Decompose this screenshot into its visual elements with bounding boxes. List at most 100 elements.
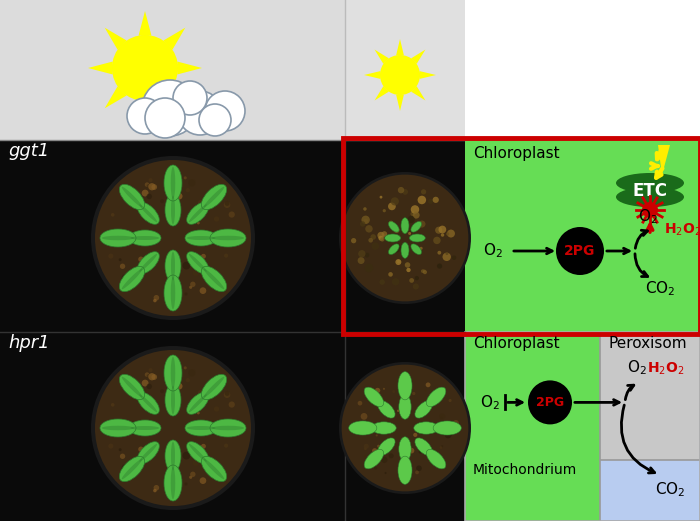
Ellipse shape <box>119 456 145 481</box>
Circle shape <box>411 205 419 214</box>
Circle shape <box>383 209 386 212</box>
Circle shape <box>201 444 206 449</box>
Circle shape <box>145 373 149 377</box>
Ellipse shape <box>100 229 136 247</box>
Circle shape <box>190 472 195 477</box>
Ellipse shape <box>210 229 246 247</box>
Circle shape <box>112 35 178 101</box>
Circle shape <box>365 264 373 272</box>
Circle shape <box>361 216 370 224</box>
Circle shape <box>433 197 439 203</box>
Ellipse shape <box>122 187 142 207</box>
Circle shape <box>375 388 380 393</box>
Text: O$_2$: O$_2$ <box>638 207 658 226</box>
Circle shape <box>419 426 426 432</box>
Circle shape <box>224 391 230 398</box>
Ellipse shape <box>349 421 377 435</box>
Text: Mitochondrium: Mitochondrium <box>473 463 578 477</box>
Circle shape <box>193 460 199 466</box>
Ellipse shape <box>414 422 438 434</box>
Circle shape <box>111 213 115 217</box>
Circle shape <box>119 258 122 261</box>
Circle shape <box>183 452 190 460</box>
Circle shape <box>145 182 149 187</box>
Ellipse shape <box>410 234 425 242</box>
Bar <box>465 140 700 332</box>
Ellipse shape <box>415 438 433 455</box>
Circle shape <box>160 199 164 203</box>
Circle shape <box>206 425 211 429</box>
Circle shape <box>205 91 245 131</box>
Circle shape <box>413 433 417 437</box>
Ellipse shape <box>137 252 160 274</box>
Circle shape <box>91 156 255 320</box>
Circle shape <box>139 257 143 262</box>
Ellipse shape <box>131 426 160 430</box>
Text: Peroxisom: Peroxisom <box>608 336 687 351</box>
Bar <box>600 460 700 521</box>
Polygon shape <box>411 49 426 64</box>
Polygon shape <box>374 86 389 101</box>
Ellipse shape <box>171 386 175 414</box>
Circle shape <box>407 216 415 223</box>
Circle shape <box>153 253 158 258</box>
Circle shape <box>190 282 195 287</box>
Circle shape <box>379 235 384 241</box>
Circle shape <box>398 187 404 193</box>
Circle shape <box>409 448 414 453</box>
Circle shape <box>176 193 183 200</box>
Circle shape <box>392 390 396 393</box>
Circle shape <box>423 269 426 272</box>
Ellipse shape <box>165 194 181 226</box>
Circle shape <box>351 238 356 243</box>
Circle shape <box>213 473 218 478</box>
Circle shape <box>164 463 169 468</box>
Polygon shape <box>411 86 426 101</box>
Ellipse shape <box>171 277 175 309</box>
Text: hpr1: hpr1 <box>8 334 50 352</box>
Circle shape <box>148 373 155 380</box>
Circle shape <box>380 55 420 95</box>
Circle shape <box>229 402 234 407</box>
Ellipse shape <box>165 384 181 416</box>
Circle shape <box>178 91 222 135</box>
Ellipse shape <box>102 235 134 240</box>
Ellipse shape <box>122 458 142 479</box>
Circle shape <box>146 194 152 199</box>
Circle shape <box>407 268 411 272</box>
Ellipse shape <box>171 357 175 389</box>
Circle shape <box>430 392 433 395</box>
Ellipse shape <box>164 355 182 391</box>
Circle shape <box>183 262 190 269</box>
Text: ETC: ETC <box>633 182 668 200</box>
Circle shape <box>642 202 658 218</box>
Ellipse shape <box>377 401 395 418</box>
Text: CO$_2$: CO$_2$ <box>645 279 676 297</box>
Circle shape <box>138 256 144 262</box>
Ellipse shape <box>119 375 145 400</box>
Circle shape <box>365 225 372 232</box>
Circle shape <box>391 438 393 440</box>
Ellipse shape <box>171 167 175 199</box>
Bar <box>465 0 700 140</box>
Circle shape <box>364 444 369 449</box>
Ellipse shape <box>411 221 421 232</box>
Circle shape <box>172 401 174 403</box>
Ellipse shape <box>401 218 409 233</box>
Ellipse shape <box>137 202 160 225</box>
Ellipse shape <box>171 195 175 225</box>
Circle shape <box>148 183 155 190</box>
Circle shape <box>224 202 230 208</box>
Circle shape <box>416 465 422 471</box>
Circle shape <box>119 233 127 241</box>
Circle shape <box>419 450 422 454</box>
Circle shape <box>146 184 151 189</box>
Circle shape <box>528 380 572 425</box>
Circle shape <box>119 424 127 431</box>
Ellipse shape <box>364 387 384 406</box>
Ellipse shape <box>129 230 161 246</box>
Circle shape <box>124 189 131 196</box>
Ellipse shape <box>210 419 246 437</box>
Circle shape <box>153 443 158 448</box>
Circle shape <box>392 278 399 286</box>
